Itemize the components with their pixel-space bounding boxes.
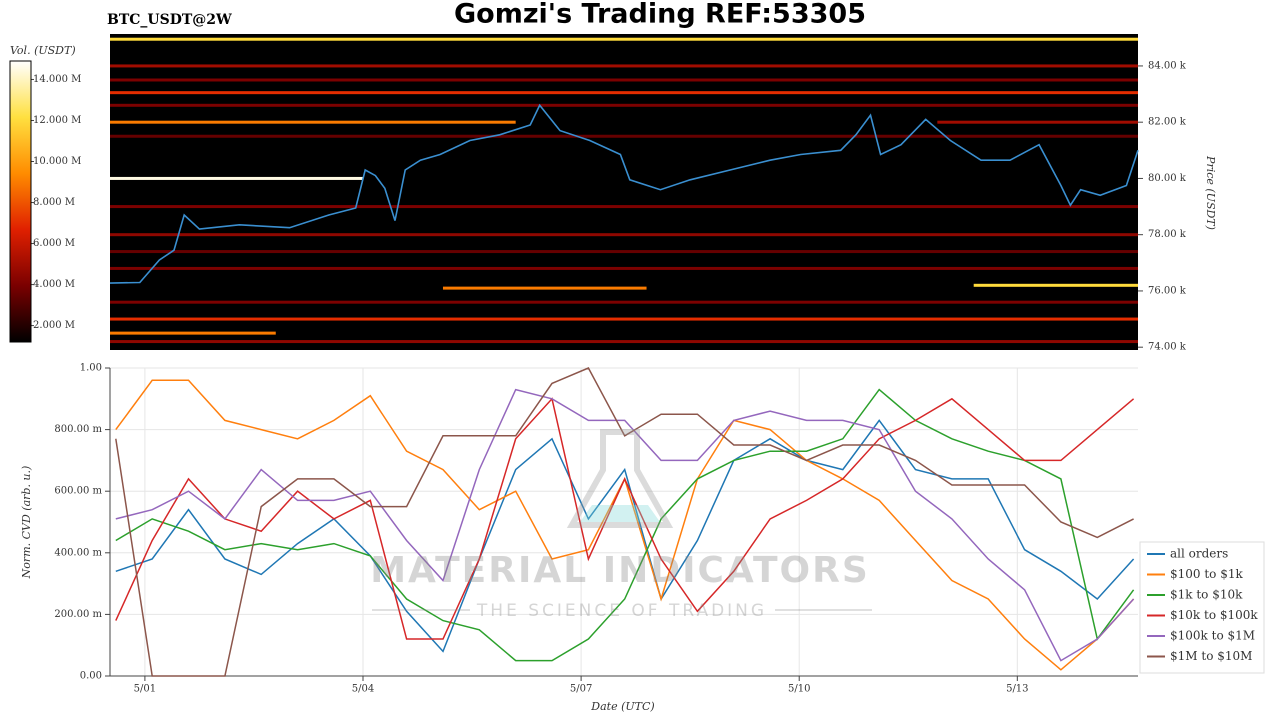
order-level [110,37,1138,41]
y-axis-label: Price (USDT) [1204,155,1217,230]
y-tick-label: 84.00 k [1148,60,1187,71]
colorbar-tick-label: 12.000 M [33,115,81,126]
order-level [110,64,1138,68]
order-level [110,266,1138,270]
colorbar-tick-label: 8.000 M [33,197,75,208]
colorbar-label: Vol. (USDT) [10,44,76,57]
y-tick-label: 800.00 m [54,424,102,435]
order-level [937,120,1138,124]
order-level [110,78,1138,82]
legend-label: $100k to $1M [1170,629,1255,643]
legend-label: $1k to $10k [1170,588,1243,602]
legend-label: $10k to $100k [1170,608,1258,622]
colorbar: 2.000 M 4.000 M 6.000 M 8.000 M 10.000 M 12.0… [9,60,81,343]
order-level [110,331,276,335]
y-tick-label: 0.00 [80,671,102,682]
series-line [115,367,1134,677]
order-level [110,176,364,180]
order-level [110,91,1138,95]
legend-box [1139,541,1265,674]
legend-label: $100 to $1k [1170,567,1243,581]
line-chart: 0.00 200.00 m 400.00 m 600.00 m 800.00 m 1.00… [54,363,1265,695]
y-tick-label: 82.00 k [1148,117,1187,128]
watermark: MATERIAL INDICATORS THE SCIENCE OF TRADI… [370,429,872,621]
x-axis-label: Date (UTC) [590,700,654,713]
colorbar-tick-label: 6.000 M [33,238,75,249]
order-level [110,250,1138,254]
colorbar-scale [9,60,32,343]
series-line [115,388,1135,662]
legend-label: $1M to $10M [1170,649,1252,663]
y-tick-label: 600.00 m [54,486,102,497]
y-tick-label: 78.00 k [1148,229,1187,240]
y-axis-label: Norm. CVD (arb. u.) [20,466,33,580]
order-level [110,233,1138,237]
legend-label: all orders [1170,547,1228,561]
watermark-logo-fill [580,505,660,522]
order-level [110,103,1138,107]
order-level [110,317,1138,321]
colorbar-tick-label: 4.000 M [33,279,75,290]
order-level [110,300,1138,304]
order-level [442,286,647,290]
order-level [110,120,516,124]
colorbar-tick-label: 2.000 M [33,320,75,331]
heatmap [109,37,1139,344]
x-tick-label: 5/13 [1006,684,1028,695]
heatmap-background [110,35,1138,350]
watermark-subtitle: THE SCIENCE OF TRADING [476,601,767,621]
y-tick-label: 200.00 m [54,609,102,620]
colorbar-tick-label: 14.000 M [33,74,81,85]
colorbar-tick-label: 10.000 M [33,156,81,167]
y-tick-label: 76.00 k [1148,285,1187,296]
x-tick-label: 5/10 [788,684,810,695]
chart-title: BTC_USDT@2W [107,12,232,28]
order-level [110,205,1138,209]
y-tick-label: 400.00 m [54,547,102,558]
y-tick-label: 1.00 [80,363,102,374]
y-tick-label: 80.00 k [1148,173,1187,184]
watermark-title: MATERIAL INDICATORS [370,550,870,591]
order-level [110,134,1138,138]
x-tick-label: 5/01 [134,684,156,695]
x-tick-label: 5/04 [352,684,374,695]
y-tick-label: 74.00 k [1148,342,1187,353]
series-line [115,397,1135,640]
series-line [115,419,1135,653]
page-title: Gomzi's Trading REF:53305 [454,0,866,30]
order-level [110,340,1138,344]
watermark-logo [566,429,674,528]
series-line [115,388,1135,662]
x-tick-label: 5/07 [570,684,592,695]
price-line [109,103,1139,284]
order-level [973,283,1138,287]
